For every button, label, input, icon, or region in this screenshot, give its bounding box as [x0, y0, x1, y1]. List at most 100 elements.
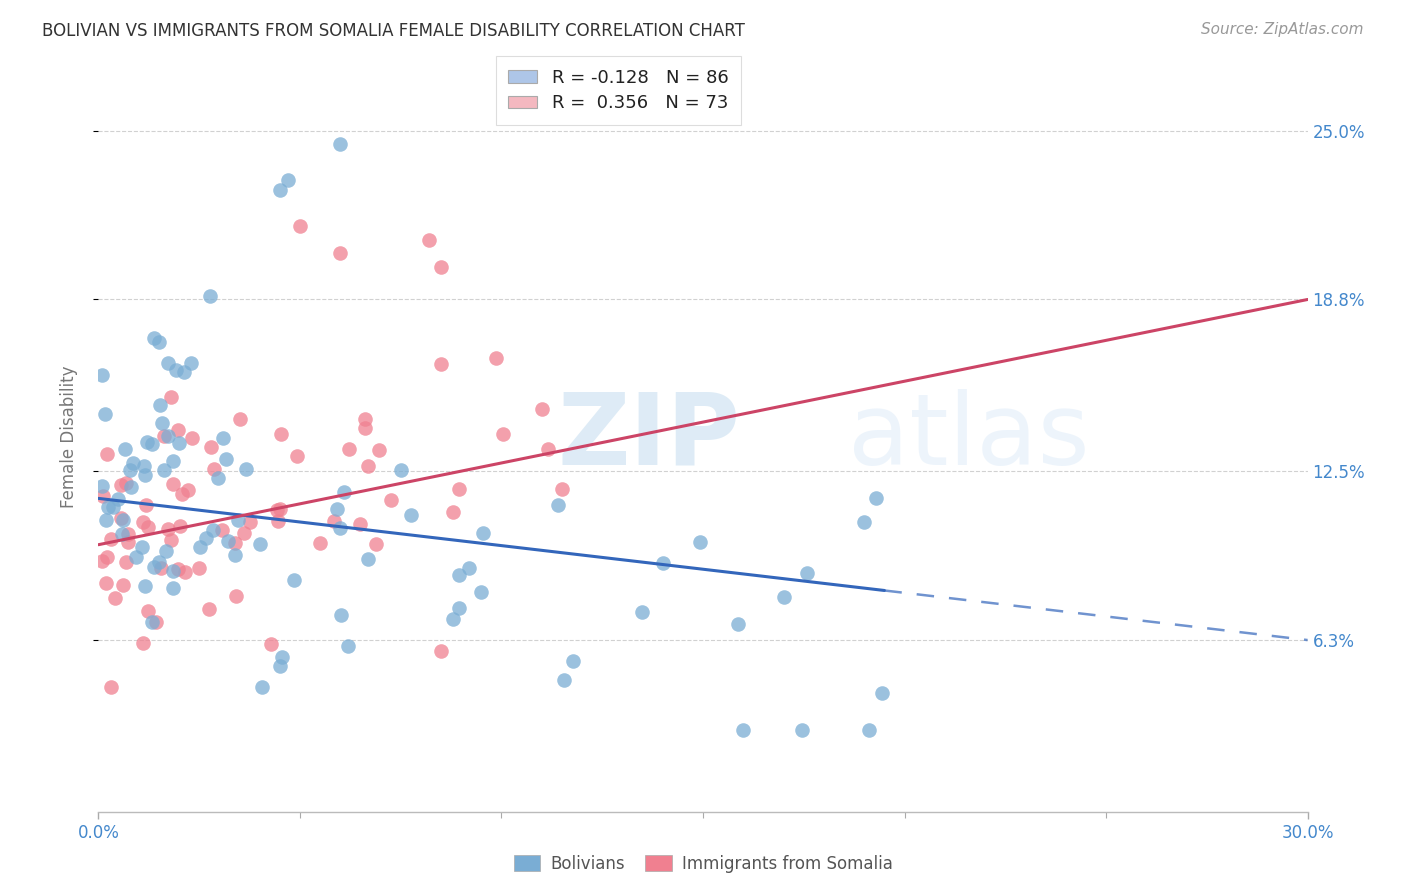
Point: [226, 513, 249, 527]
Point: [354, 421, 377, 435]
Point: [110, 511, 132, 525]
Point: [853, 515, 876, 529]
Point: [91, 368, 114, 383]
Point: [441, 611, 464, 625]
Point: [270, 426, 292, 441]
Point: [195, 532, 218, 546]
Point: [169, 519, 191, 533]
Point: [162, 477, 184, 491]
Point: [94, 512, 117, 526]
Point: [430, 644, 453, 658]
Point: [160, 533, 183, 547]
Point: [224, 548, 246, 562]
Point: [111, 513, 134, 527]
Point: [491, 427, 513, 442]
Point: [217, 533, 239, 548]
Point: [131, 540, 153, 554]
Point: [380, 493, 402, 508]
Point: [155, 544, 177, 558]
Point: [198, 289, 221, 303]
Point: [336, 639, 359, 653]
Point: [148, 334, 170, 349]
Point: [120, 480, 142, 494]
Point: [547, 498, 569, 512]
Point: [160, 390, 183, 404]
Point: [96, 550, 118, 565]
Point: [418, 233, 440, 247]
Point: [368, 442, 391, 457]
Point: [162, 565, 184, 579]
Point: [267, 514, 290, 528]
Point: [870, 686, 893, 700]
Point: [121, 456, 143, 470]
Point: [323, 514, 346, 528]
Point: [239, 515, 262, 529]
Point: [91, 479, 114, 493]
Point: [136, 604, 159, 618]
Point: [111, 577, 134, 591]
Point: [235, 462, 257, 476]
Point: [141, 437, 163, 451]
Point: [114, 442, 136, 457]
Point: [110, 478, 132, 492]
Point: [117, 527, 139, 541]
Point: [101, 500, 124, 515]
Point: [429, 357, 451, 371]
Point: [100, 680, 122, 694]
Point: [96, 575, 118, 590]
Point: [118, 463, 141, 477]
Point: [269, 659, 291, 673]
Point: [96, 446, 118, 460]
Point: [329, 246, 352, 260]
Point: [215, 452, 238, 467]
Point: [100, 532, 122, 546]
Point: [173, 566, 195, 580]
Point: [134, 468, 156, 483]
Point: [389, 463, 412, 477]
Point: [270, 650, 292, 665]
Point: [537, 442, 560, 456]
Point: [135, 498, 157, 512]
Point: [91, 489, 114, 503]
Point: [201, 523, 224, 537]
Point: [329, 137, 352, 152]
Point: [224, 536, 246, 550]
Point: [269, 184, 291, 198]
Point: [727, 617, 749, 632]
Point: [651, 556, 673, 570]
Point: [180, 432, 202, 446]
Point: [131, 635, 153, 649]
Y-axis label: Female Disability: Female Disability: [59, 366, 77, 508]
Point: [337, 442, 360, 456]
Point: [212, 432, 235, 446]
Text: atlas: atlas: [848, 389, 1090, 485]
Point: [149, 398, 172, 412]
Point: [117, 535, 139, 549]
Point: [366, 536, 388, 550]
Point: [211, 523, 233, 537]
Point: [471, 526, 494, 541]
Point: [232, 525, 254, 540]
Point: [135, 434, 157, 449]
Point: [796, 566, 818, 580]
Point: [531, 401, 554, 416]
Point: [173, 365, 195, 379]
Point: [153, 463, 176, 477]
Point: [134, 579, 156, 593]
Point: [104, 591, 127, 605]
Point: [125, 550, 148, 565]
Point: [449, 482, 471, 496]
Point: [269, 502, 291, 516]
Point: [354, 412, 377, 426]
Point: [165, 363, 187, 377]
Point: [162, 453, 184, 467]
Point: [134, 459, 156, 474]
Point: [858, 723, 880, 737]
Point: [285, 449, 308, 463]
Point: [150, 560, 173, 574]
Point: [329, 607, 352, 622]
Point: [167, 436, 190, 450]
Point: [97, 500, 120, 514]
Point: [94, 407, 117, 421]
Point: [283, 573, 305, 587]
